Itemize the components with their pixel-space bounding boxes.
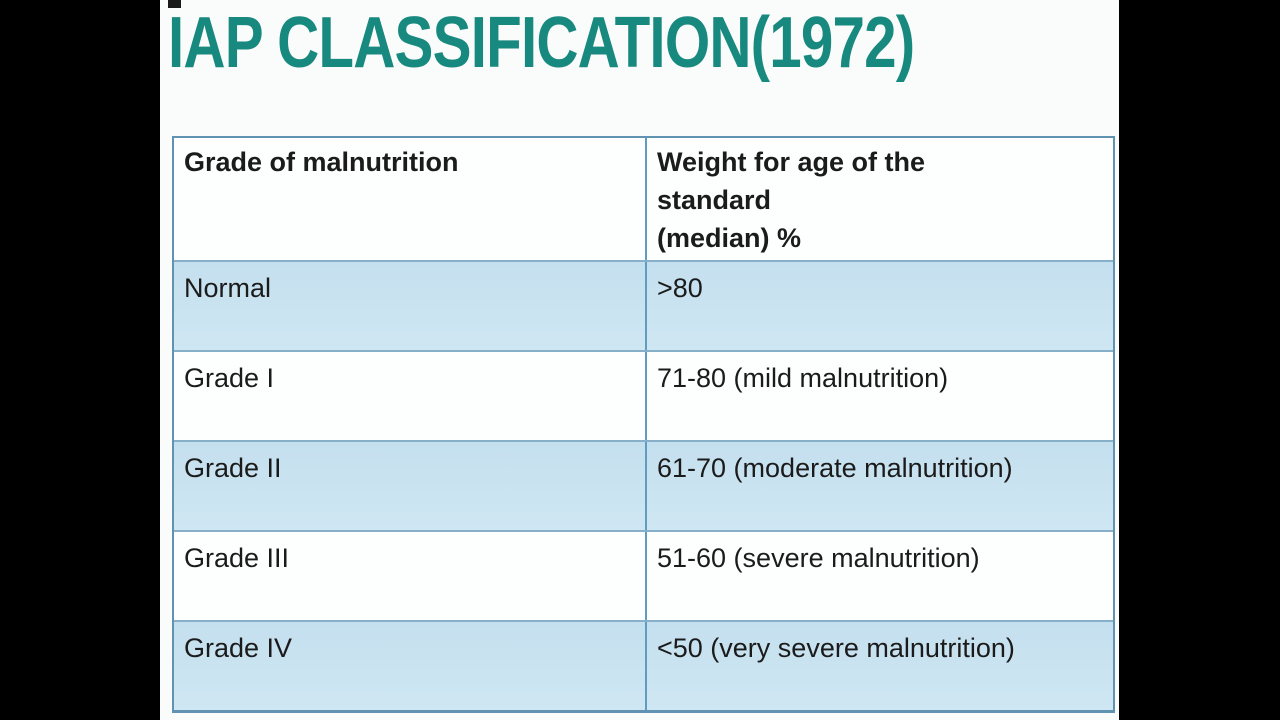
grade-cell: Grade III xyxy=(174,532,647,620)
table-header-row: Grade of malnutrition Weight for age of … xyxy=(174,138,1113,260)
classification-table: Grade of malnutrition Weight for age of … xyxy=(172,136,1115,713)
table-row-grade-1: Grade I 71-80 (mild malnutrition) xyxy=(174,350,1113,440)
weight-cell: 61-70 (moderate malnutrition) xyxy=(657,453,1013,483)
weight-cell: 51-60 (severe malnutrition) xyxy=(657,543,980,573)
header-weight-for-age: Weight for age of the standard (median) … xyxy=(657,147,925,253)
letterbox-left xyxy=(0,0,160,720)
table-row-grade-4: Grade IV <50 (very severe malnutrition) xyxy=(174,620,1113,710)
weight-cell: <50 (very severe malnutrition) xyxy=(657,633,1015,663)
weight-cell: 71-80 (mild malnutrition) xyxy=(657,363,949,393)
grade-cell: Normal xyxy=(174,262,647,350)
letterbox-right xyxy=(1119,0,1280,720)
table-row-grade-3: Grade III 51-60 (severe malnutrition) xyxy=(174,530,1113,620)
corner-artifact xyxy=(168,0,181,8)
table-row-normal: Normal >80 xyxy=(174,260,1113,350)
header-grade-of-malnutrition: Grade of malnutrition xyxy=(174,138,647,260)
grade-cell: Grade II xyxy=(174,442,647,530)
presentation-slide: IAP CLASSIFICATION(1972) Grade of malnut… xyxy=(160,0,1119,720)
grade-cell: Grade I xyxy=(174,352,647,440)
table-row-grade-2: Grade II 61-70 (moderate malnutrition) xyxy=(174,440,1113,530)
grade-cell: Grade IV xyxy=(174,622,647,710)
weight-cell: >80 xyxy=(657,273,703,303)
slide-title: IAP CLASSIFICATION(1972) xyxy=(168,3,915,83)
